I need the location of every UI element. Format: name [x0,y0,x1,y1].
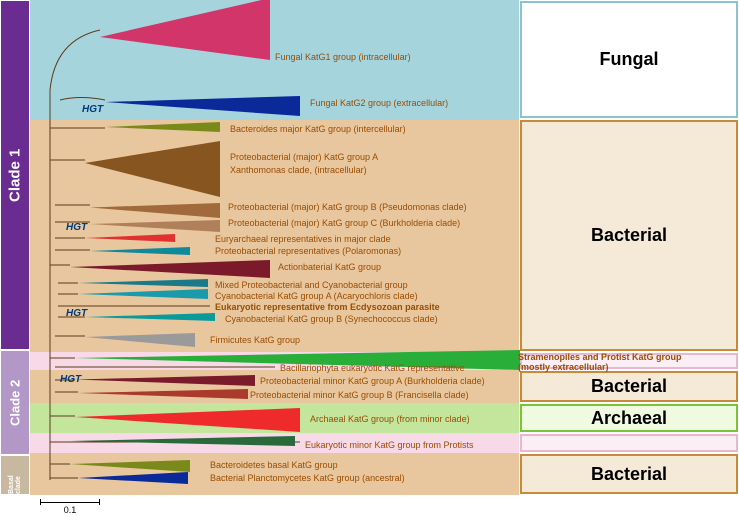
clade-wedge-16 [75,402,300,436]
clade-label-13: Cyanobacterial KatG group B (Synechococc… [225,314,438,324]
clade-wedge-17 [70,436,295,450]
clade-label-12: Eukaryotic representative from Ecdysozoa… [215,302,440,312]
clade-wedge-11 [85,313,215,325]
clade-label-4: Xanthomonas clade, (intracellular) [230,165,367,175]
clade-label-9: Actionbaterial KatG group [278,262,381,272]
clade-label-10: Mixed Proteobacterial and Cyanobacterial… [215,280,408,290]
clade-label-20: Archaeal KatG group (from minor clade) [310,414,470,424]
clade-label-19: Proteobacterial minor KatG group B (Fran… [250,390,469,400]
clade-label-3: Proteobacterial (major) KatG group A [230,152,378,162]
taxon-box-4: Archaeal [520,404,738,432]
taxon-box-3: Bacterial [520,371,738,403]
clade-label-8: Proteobacterial representatives (Polarom… [215,246,401,256]
taxon-box-5 [520,434,738,452]
taxon-box-0: Fungal [520,1,738,118]
clade-label-1: Fungal KatG2 group (extracellular) [310,98,448,108]
clade-label-11: Cyanobacterial KatG group A (Acaryochlor… [215,291,418,301]
clade-label-23: Bacterial Planctomycetes KatG group (anc… [210,473,405,483]
clade-label-21: Eukaryotic minor KatG group from Protist… [305,440,474,450]
clade-label-7: Euryarchaeal representatives in major cl… [215,234,391,244]
sidebar-clade-0: Clade 1 [0,0,30,350]
hgt-label-0: HGT [82,104,103,115]
clade-label-18: Proteobacterial minor KatG group A (Burk… [260,376,485,386]
clade-label-14: Firmicutes KatG group [210,335,300,345]
clade-label-2: Bacteroides major KatG group (intercellu… [230,124,406,134]
clade-wedge-19 [78,472,188,488]
sidebar-clade-2: Basal clade [0,455,30,495]
taxon-box-6: Bacterial [520,454,738,494]
clade-label-6: Proteobacterial (major) KatG group C (Bu… [228,218,460,228]
clade-wedge-6 [85,234,175,246]
clade-wedge-10 [78,289,208,303]
sidebar: Clade 1Clade 2Basal clade [0,0,30,495]
clade-wedge-15 [78,387,248,403]
taxon-box-1: Bacterial [520,120,738,351]
hgt-label-2: HGT [66,308,87,319]
clade-label-15: Stramenopiles and Protist KatG group [518,352,682,362]
main-container: Clade 1Clade 2Basal clade [0,0,739,495]
sidebar-clade-1: Clade 2 [0,350,30,455]
hgt-label-3: HGT [60,374,81,385]
clade-wedge-0 [100,0,270,80]
clade-label-0: Fungal KatG1 group (intracellular) [275,52,411,62]
taxonomic-column: FungalBacterialBacterialArchaealBacteria… [519,0,739,495]
clade-label-16: (mostly extracellular) [518,362,609,372]
hgt-label-1: HGT [66,222,87,233]
scale-bar: 0.1 [40,502,100,515]
clade-label-5: Proteobacterial (major) KatG group B (Ps… [228,202,467,212]
scale-value: 0.1 [40,505,100,515]
clade-label-22: Bacteroidetes basal KatG group [210,460,338,470]
tree-area: Fungal KatG1 group (intracellular) Fungal… [30,0,519,495]
clade-wedge-3 [85,129,220,201]
clade-wedge-1 [105,88,300,120]
clade-label-17: Bacillariophyta eukaryotic KatG represen… [280,363,465,373]
clade-wedge-5 [90,216,220,236]
